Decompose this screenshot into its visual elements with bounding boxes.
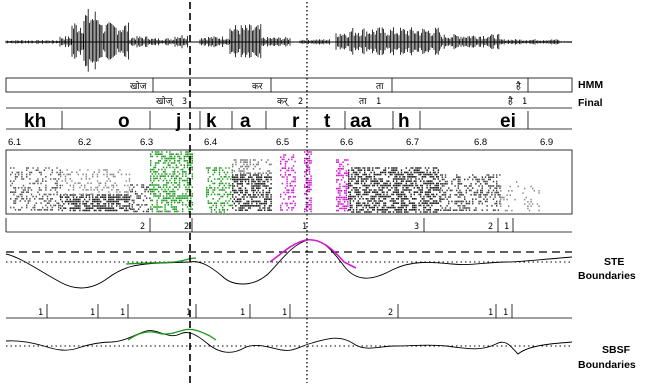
waveform-trace	[5, 9, 572, 72]
boundary-lines	[189, 2, 308, 383]
ste-tier-num-5: 2	[488, 222, 493, 232]
time-tick-8: 6.8	[474, 137, 487, 148]
ste-tier-num-3: 1	[302, 222, 307, 232]
time-tick-9: 6.9	[540, 137, 553, 148]
time-tick-4: 6.4	[204, 137, 217, 148]
ste-tier-num-1: 2	[140, 222, 145, 232]
spectrogram-texture	[440, 174, 501, 211]
time-tick-2: 6.2	[78, 137, 91, 148]
phoneme-3: j	[175, 111, 181, 132]
spectrogram	[5, 149, 573, 215]
sbsf-curve	[5, 330, 573, 355]
sbsf-tier-num-4: 1	[186, 308, 191, 318]
label-sbsf-boundaries: Boundaries	[578, 359, 636, 371]
hmm-word-2: कर	[252, 82, 263, 92]
hmm-word-3: ता	[376, 82, 384, 92]
spectrogram-texture	[60, 169, 131, 195]
phoneme-2: o	[118, 111, 130, 132]
phoneme-7: t	[324, 111, 331, 132]
phoneme-9: h	[398, 111, 410, 132]
phoneme-tier: kh o j k a r t aa h ei	[6, 111, 572, 132]
label-final: Final	[578, 97, 603, 109]
label-hmm: HMM	[578, 79, 603, 91]
time-tick-3: 6.3	[140, 137, 153, 148]
spectrogram-energy	[10, 151, 540, 213]
side-labels: HMM Final STE Boundaries SBSF Boundaries	[578, 79, 636, 371]
final-word-1: खोज्	[156, 95, 174, 107]
waveform-strokes	[5, 9, 572, 72]
ste-number-tier: 2 2 1 3 2 1	[5, 218, 572, 233]
hmm-word-1: खोज	[130, 80, 147, 92]
time-tick-1: 6.1	[8, 137, 21, 148]
time-axis: 6.1 6.2 6.3 6.4 6.5 6.6 6.7 6.8 6.9	[8, 137, 553, 148]
spectrogram-texture	[10, 167, 61, 211]
final-word-3: ता	[359, 97, 367, 107]
ste-tier-num-6: 1	[504, 222, 509, 232]
sbsf-curve-green	[127, 328, 217, 341]
sbsf-tier-num-6: 1	[282, 308, 287, 318]
phoneme-1: kh	[24, 111, 46, 132]
final-num-4: 1	[522, 97, 527, 107]
ste-curve-green	[125, 257, 197, 265]
hmm-tier: खोज कर ता है	[5, 77, 573, 93]
sbsf-curve-panel	[5, 328, 573, 355]
phoneme-6: r	[292, 111, 300, 132]
ste-tier-num-2: 2	[184, 222, 189, 232]
sbsf-tier-num-8: 1	[488, 308, 493, 318]
time-tick-6: 6.6	[340, 137, 353, 148]
phoneme-4: k	[206, 111, 217, 132]
sbsf-tier-num-1: 1	[38, 308, 43, 318]
final-word-4: है	[508, 95, 513, 107]
final-tier: खोज् 3 कर् 2 ता 1 है 1	[6, 95, 572, 109]
spectrogram-texture	[60, 194, 131, 212]
label-ste-boundaries: Boundaries	[578, 270, 636, 282]
ste-tier-num-4: 3	[414, 222, 419, 232]
spectrogram-texture	[348, 167, 441, 213]
hmm-word-4: है	[516, 80, 521, 92]
final-num-3: 1	[376, 97, 381, 107]
label-ste: STE	[604, 256, 624, 268]
spectrogram-texture	[336, 159, 349, 212]
phoneme-10: ei	[500, 111, 516, 132]
sbsf-tier-num-9: 1	[503, 308, 508, 318]
ste-curve-panel	[5, 238, 573, 289]
final-word-2: कर्	[277, 97, 290, 107]
final-num-2: 2	[298, 97, 303, 107]
sbsf-tier-num-7: 2	[388, 308, 393, 318]
ste-curve-magenta	[269, 238, 357, 269]
time-tick-5: 6.5	[276, 137, 289, 148]
phoneme-5: a	[240, 111, 251, 132]
spectrogram-texture	[150, 151, 193, 213]
ste-curve	[5, 239, 573, 289]
time-tick-7: 6.7	[406, 137, 419, 148]
spectrogram-texture	[232, 174, 272, 211]
spectrogram-texture	[206, 167, 233, 213]
sbsf-tier-num-2: 1	[90, 308, 95, 318]
phoneme-8: aa	[350, 111, 372, 132]
sbsf-tier-num-3: 1	[120, 308, 125, 318]
spectrogram-texture	[304, 151, 312, 213]
label-sbsf: SBSF	[602, 344, 631, 356]
sbsf-number-tier: 1 1 1 1 1 1 2 1 1	[6, 304, 572, 319]
spectrogram-texture	[232, 159, 272, 174]
waveform	[5, 9, 572, 72]
spectrogram-texture	[280, 154, 296, 211]
sbsf-tier-num-5: 1	[240, 308, 245, 318]
spectrogram-texture	[500, 181, 540, 212]
spectrogram-texture	[130, 184, 151, 213]
final-num-1: 3	[182, 97, 187, 107]
